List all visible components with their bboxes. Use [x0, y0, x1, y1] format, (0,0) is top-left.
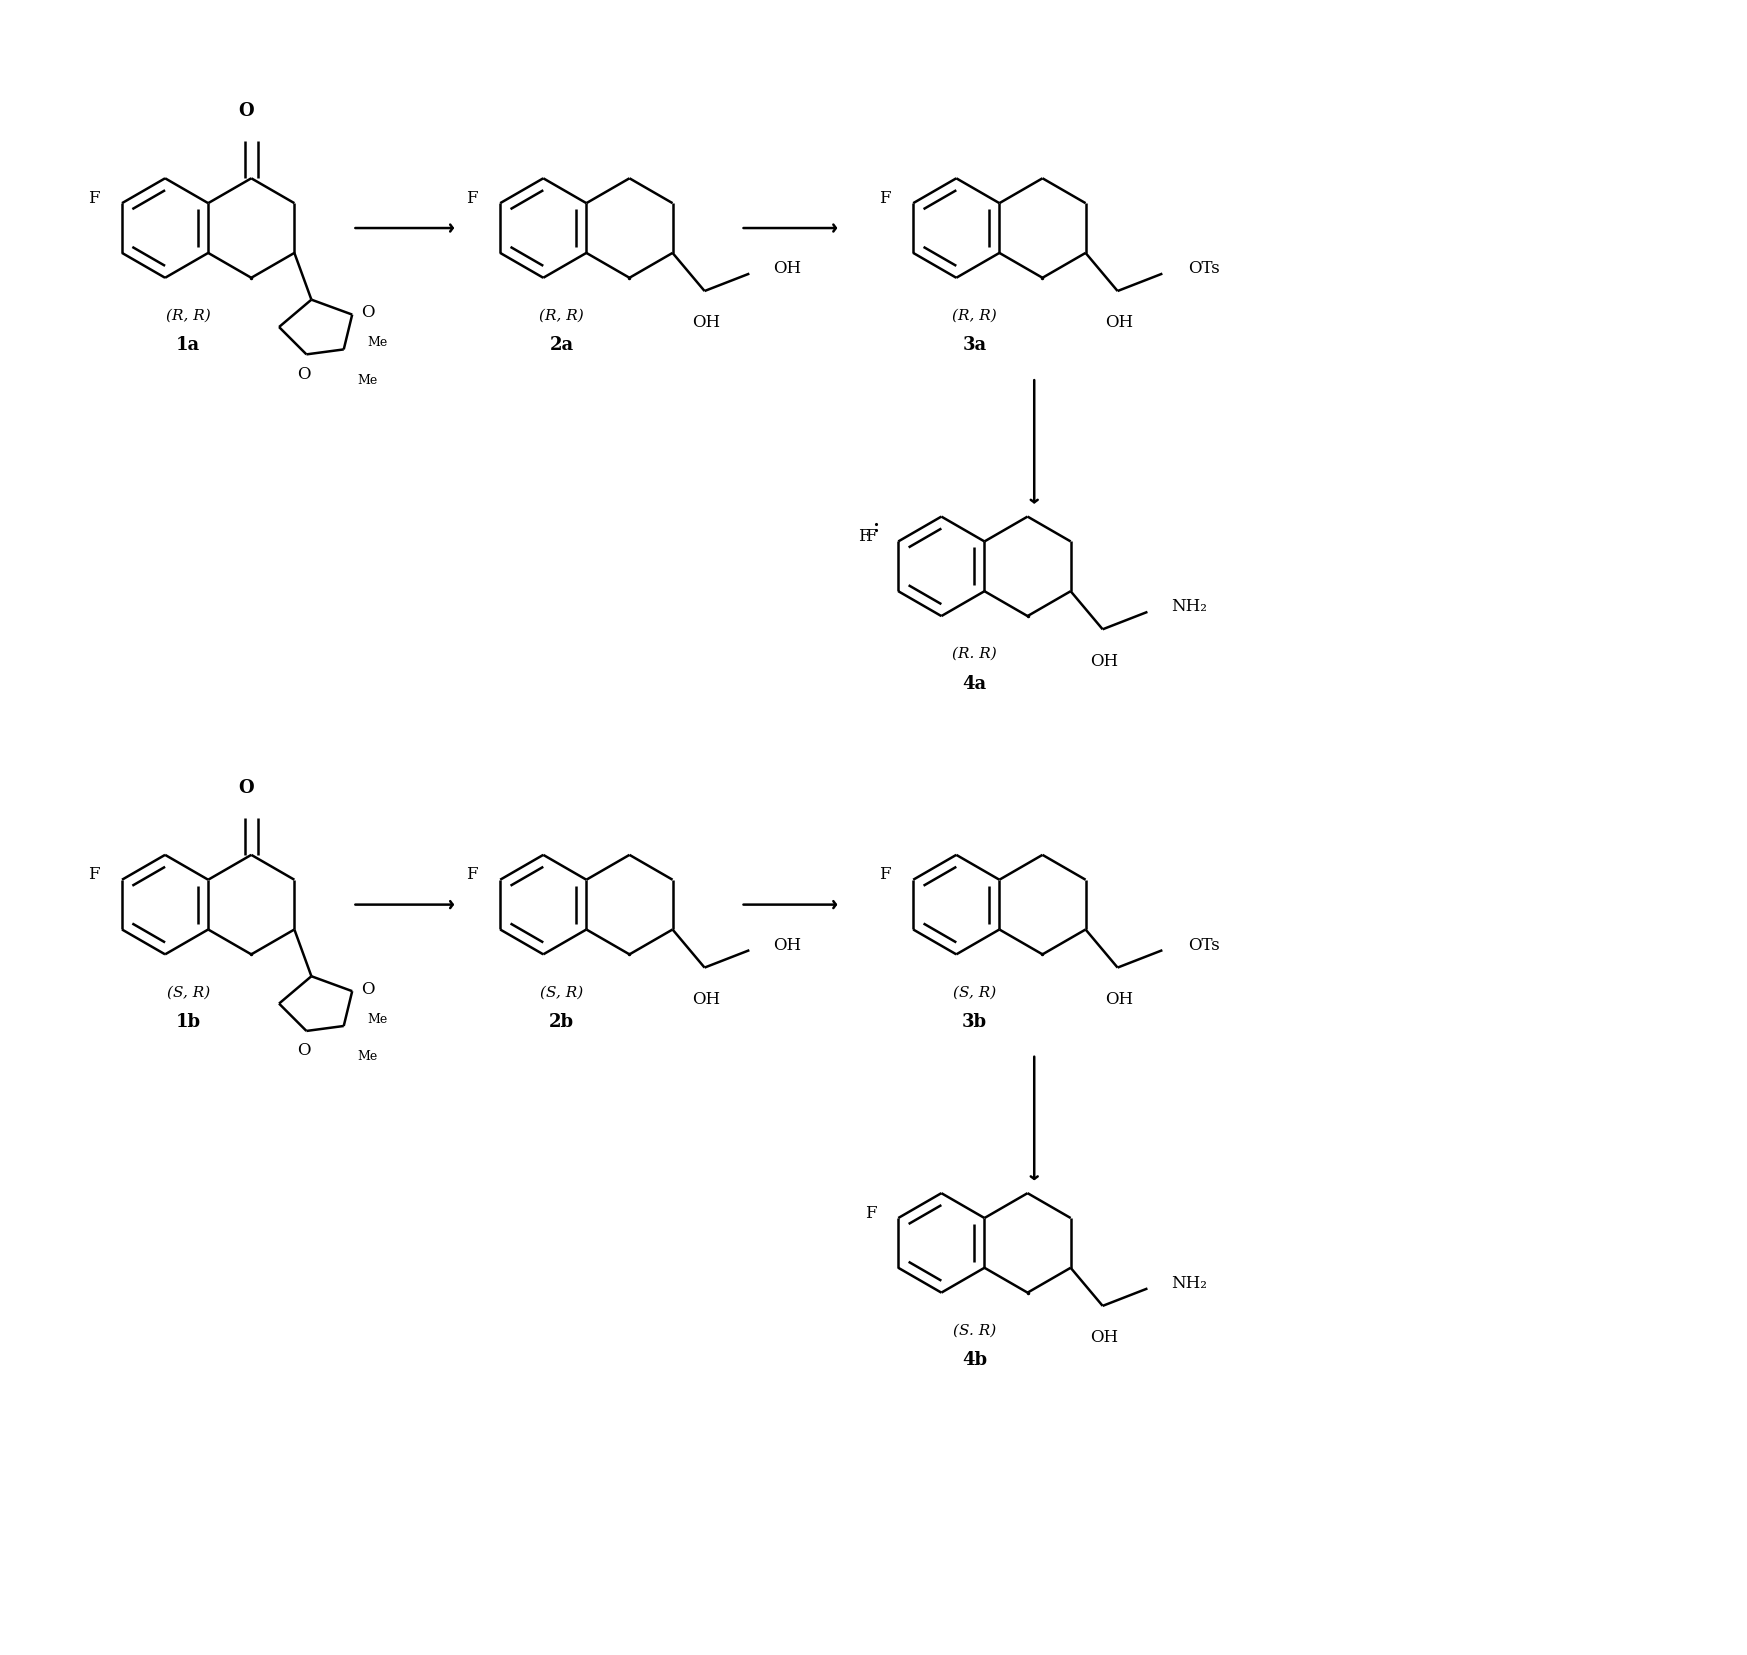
Text: F: F [466, 190, 479, 207]
Text: (S, R): (S, R) [166, 985, 210, 1000]
Text: NH₂: NH₂ [1170, 1274, 1207, 1293]
Text: 1a: 1a [176, 336, 201, 354]
Text: F: F [865, 528, 877, 544]
Text: 4a: 4a [963, 675, 987, 693]
Text: (S, R): (S, R) [540, 985, 583, 1000]
Text: Me: Me [367, 1013, 388, 1026]
Text: O: O [297, 366, 311, 382]
Text: OH: OH [1090, 1329, 1118, 1346]
Text: 2a: 2a [550, 336, 573, 354]
Text: Me: Me [367, 336, 388, 349]
Text: OH: OH [692, 991, 720, 1008]
Text: O: O [362, 981, 376, 998]
Text: O: O [362, 305, 376, 321]
Text: 4b: 4b [963, 1350, 987, 1369]
Text: (R, R): (R, R) [952, 308, 998, 323]
Text: F: F [89, 866, 100, 884]
Text: F: F [879, 190, 891, 207]
Text: F: F [466, 866, 479, 884]
Text: 1b: 1b [176, 1013, 201, 1031]
Text: 2b: 2b [549, 1013, 575, 1031]
Text: (R, R): (R, R) [166, 308, 211, 323]
Text: OH: OH [774, 260, 802, 276]
Text: OH: OH [692, 314, 720, 331]
Text: OTs: OTs [1188, 937, 1219, 953]
Text: F: F [89, 190, 100, 207]
Text: (S. R): (S. R) [952, 1324, 996, 1337]
Text: 3a: 3a [963, 336, 987, 354]
Text: F: F [879, 866, 891, 884]
Text: O: O [239, 103, 253, 121]
Text: OH: OH [1106, 314, 1134, 331]
Text: F: F [865, 1205, 877, 1221]
Text: F: F [858, 528, 870, 544]
Text: O: O [297, 1043, 311, 1059]
Text: 3b: 3b [963, 1013, 987, 1031]
Text: NH₂: NH₂ [1170, 599, 1207, 616]
Text: OH: OH [1090, 652, 1118, 670]
Text: Me: Me [358, 1051, 377, 1063]
Text: OTs: OTs [1188, 260, 1219, 276]
Text: OH: OH [1106, 991, 1134, 1008]
Text: (S, R): (S, R) [952, 985, 996, 1000]
Text: (R, R): (R, R) [540, 308, 583, 323]
Text: O: O [239, 780, 253, 796]
Text: Me: Me [358, 374, 377, 387]
Text: (R. R): (R. R) [952, 647, 998, 660]
Text: OH: OH [774, 937, 802, 953]
